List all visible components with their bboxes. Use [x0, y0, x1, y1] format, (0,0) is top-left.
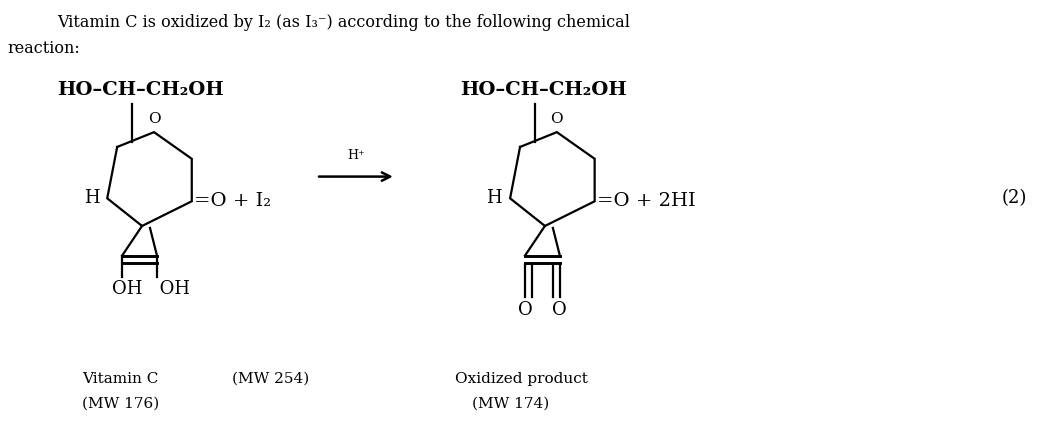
Text: (MW 254): (MW 254): [232, 372, 309, 386]
Text: Oxidized product: Oxidized product: [455, 372, 588, 386]
Text: =O + 2HI: =O + 2HI: [597, 192, 695, 210]
Text: HO–CH–CH₂OH: HO–CH–CH₂OH: [460, 81, 627, 99]
Text: Vitamin C: Vitamin C: [83, 372, 159, 386]
Text: H: H: [84, 189, 99, 207]
Text: reaction:: reaction:: [7, 40, 80, 57]
Text: O: O: [148, 112, 161, 126]
Text: O: O: [552, 301, 567, 319]
Text: OH   OH: OH OH: [112, 280, 190, 298]
Text: (MW 174): (MW 174): [472, 397, 549, 411]
Text: O: O: [550, 112, 563, 126]
Text: H⁺: H⁺: [347, 149, 365, 162]
Text: HO–CH–CH₂OH: HO–CH–CH₂OH: [57, 81, 224, 99]
Text: O: O: [517, 301, 532, 319]
Text: H: H: [487, 189, 503, 207]
Text: (2): (2): [1002, 189, 1027, 207]
Text: Vitamin C is oxidized by I₂ (as I₃⁻) according to the following chemical: Vitamin C is oxidized by I₂ (as I₃⁻) acc…: [57, 14, 631, 31]
Text: =O + I₂: =O + I₂: [194, 192, 271, 210]
Text: (MW 176): (MW 176): [83, 397, 160, 411]
